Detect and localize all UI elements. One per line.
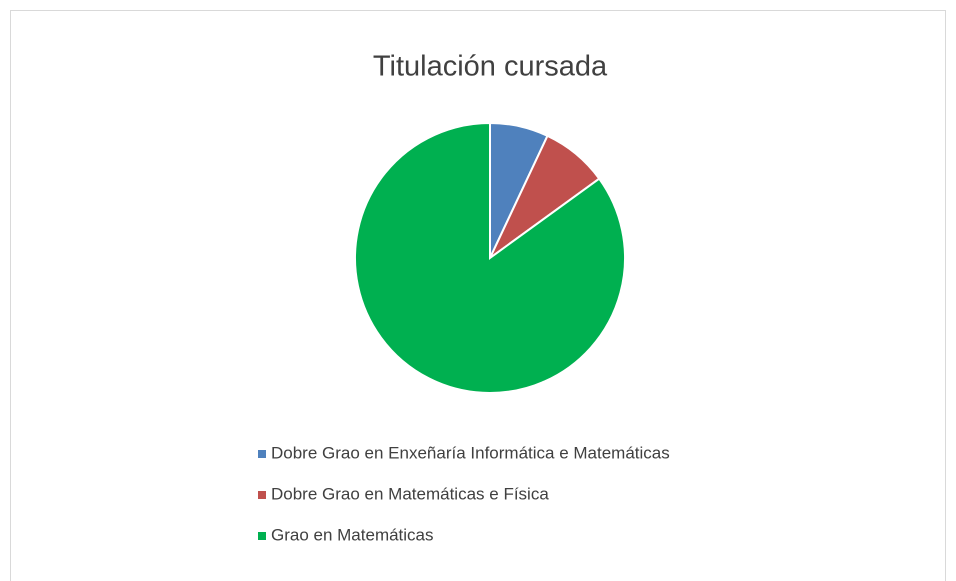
legend-label: Grao en Matemáticas [271, 525, 434, 544]
pie-slice [354, 121, 626, 394]
chart-title: Titulación cursada [373, 51, 608, 83]
legend-label: Dobre Grao en Matemáticas e Física [271, 484, 549, 503]
legend-swatch [258, 532, 266, 540]
legend-label: Dobre Grao en Enxeñaría Informática e Ma… [271, 443, 670, 462]
legend-swatch [258, 491, 266, 499]
legend-swatch [258, 450, 266, 458]
chart-border [10, 10, 946, 581]
